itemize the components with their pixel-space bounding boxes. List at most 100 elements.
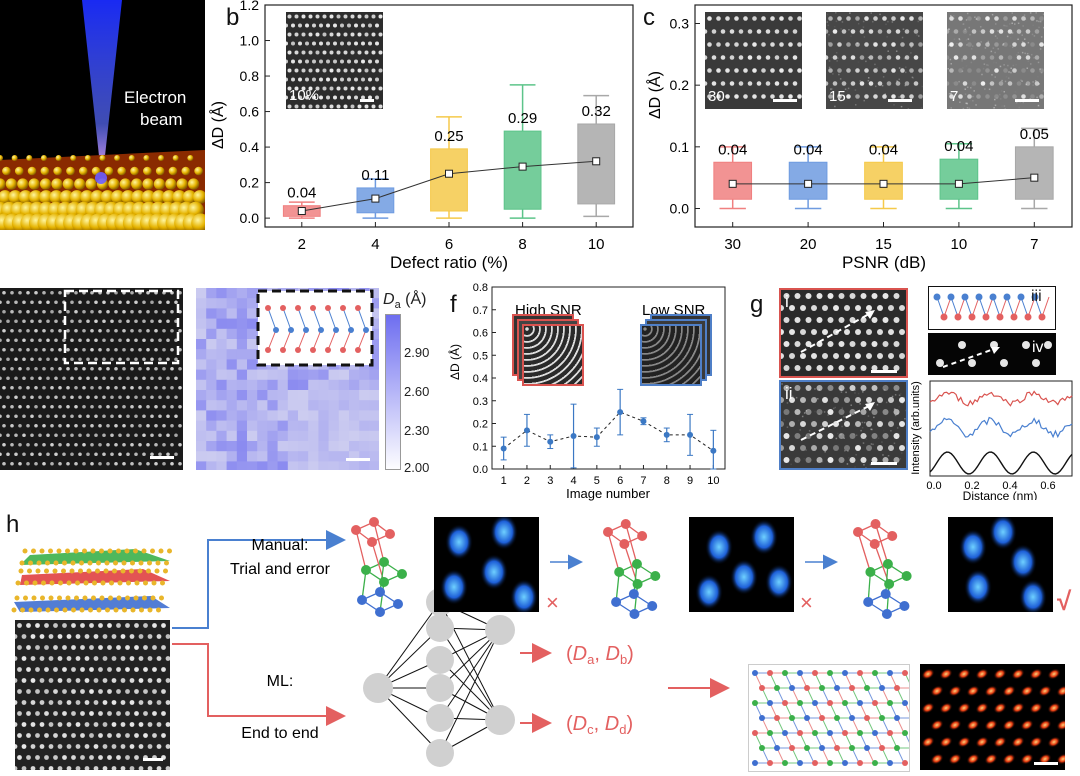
da-cell [227,400,238,411]
noise [889,465,891,467]
y-tick-label: 0.0 [473,464,488,476]
noise [985,47,987,49]
atom-column [972,29,977,34]
data-point [640,418,646,424]
atom-column [1017,81,1022,86]
atom-column [354,60,358,64]
atom-column [106,462,110,466]
mean-label: 0.04 [793,141,822,158]
atom [152,581,157,586]
atom-column [379,15,383,19]
da-cell [247,400,258,411]
atom-column [712,29,717,34]
atom-column [67,634,72,639]
atom-column [98,443,102,447]
da-cell [206,421,217,432]
atom-column [30,338,34,342]
da-cell [196,441,207,452]
atom [139,608,144,613]
da-cell [298,441,309,452]
noise [848,466,850,468]
bright-spot [1000,717,1017,733]
da-cell [257,451,268,462]
atom [879,745,885,751]
atom [28,561,33,566]
noise [870,429,872,431]
atom-column [883,293,889,299]
atom-column [98,623,103,628]
da-cell [237,319,248,330]
noise [997,37,999,39]
atom-column [53,645,58,650]
noise [994,99,996,101]
bright-spot [955,666,972,682]
atom-column [70,433,74,437]
atom [40,596,45,601]
atom-column [869,55,874,60]
atom-column [74,462,78,466]
atom-column [134,623,139,628]
atom-column [861,457,867,463]
noise [1025,21,1027,23]
noise [1017,89,1019,91]
atom-column [35,755,40,760]
atom-column [42,443,46,447]
da-cell [339,370,350,381]
noise [837,58,839,60]
stem-image-large [0,288,183,470]
atom-column [58,367,62,371]
atom-column [122,329,126,333]
noise [964,81,966,83]
atom-column [66,367,70,371]
atom-column [86,452,90,456]
atom-column [855,16,860,21]
atom [54,561,59,566]
atom-column [766,29,771,34]
da-cell [267,400,278,411]
atom-column [351,69,355,73]
mean-label: 0.11 [361,167,389,184]
bright-spot [1018,751,1035,767]
noise [828,42,830,44]
atom-column [844,329,850,335]
noise [955,46,957,48]
noise [814,388,816,390]
noise [947,68,949,70]
atom-column [800,397,806,403]
atom-column [323,105,327,109]
noise [962,67,964,69]
atom [70,569,75,574]
atom-column [142,433,146,437]
atom-column [30,300,34,304]
atom-column [784,29,789,34]
atom-column [46,376,50,380]
noise [882,69,884,71]
da-cell [206,288,217,299]
bright-spot [1009,734,1026,750]
atom-column [150,319,154,323]
noise [820,426,822,428]
atom-column [66,329,70,333]
atom-column [837,16,842,21]
da-cell [359,410,370,421]
atom-column [130,634,135,639]
atom-column [74,424,78,428]
x-axis-label: Image number [566,486,650,501]
atom [295,347,301,353]
noise [996,97,998,99]
noise [860,430,862,432]
atom [310,305,316,311]
atom-column [158,300,162,304]
noise [1021,80,1023,82]
atom [58,581,63,586]
atom-column [365,33,369,37]
da-cell [288,461,299,470]
atom-column [375,60,379,64]
noise [877,399,879,401]
noise [961,97,963,99]
scale-bar [346,458,370,461]
noise [898,433,900,435]
da-cell [206,359,217,370]
atom-column [90,443,94,447]
bright-spot [1045,700,1062,716]
